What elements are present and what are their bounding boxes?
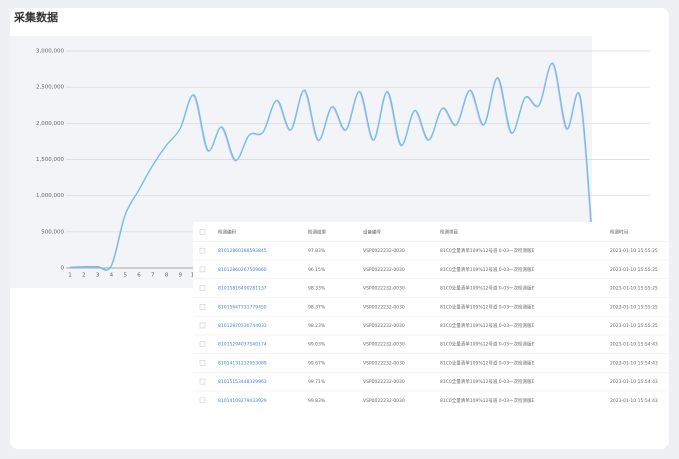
table: 检测编码 检测结果 设备编号 检测项目 检测时间 81012860388593845 97.… <box>193 222 669 408</box>
table-cell: 81015294037540174 <box>218 342 267 348</box>
column-header: 检测时间 <box>610 229 628 236</box>
x-tick-label: 8 <box>165 273 169 279</box>
y-tick-label: 1,000,000 <box>36 193 64 199</box>
table-cell: VSP0022232-0030 <box>363 398 405 404</box>
header-checkbox <box>199 229 206 235</box>
table-cell: 99.67% <box>308 360 326 366</box>
table-cell: 81015647731779450 <box>218 304 267 310</box>
table-cell: 81014109279433929 <box>218 398 267 404</box>
table-cell: 2023-01-10 15:54:43 <box>610 398 658 404</box>
table-cell: 81012860388593845 <box>218 248 267 254</box>
table-cell: 81C0全量清单109%12号道 0-03一次检测版E <box>440 303 534 310</box>
table-cell: 2023-01-10 15:54:43 <box>610 342 658 348</box>
table-cell: 99.71% <box>308 379 326 385</box>
column-header: 检测项目 <box>440 229 458 236</box>
table-cell: VSP0022232-0030 <box>363 304 405 310</box>
y-tick-label: 2,500,000 <box>36 85 64 91</box>
table-cell: 81012860267509660 <box>218 267 267 273</box>
y-tick-label: 3,000,000 <box>36 49 64 55</box>
x-tick-label: 7 <box>151 273 155 279</box>
series-line <box>69 62 595 271</box>
column-header: 检测编码 <box>218 229 236 236</box>
table-cell: 97.83% <box>308 248 326 254</box>
table-cell: 81C0全量清单109%12号道 0-03一次检测版E <box>440 359 534 366</box>
table-cell: 99.83% <box>308 398 326 404</box>
table-cell: 2023-01-10 15:54:43 <box>610 360 658 366</box>
column-header: 设备编号 <box>363 229 381 236</box>
table-cell: VSP0022232-0030 <box>363 342 405 348</box>
table-cell: VSP0022232-0030 <box>363 379 405 385</box>
table-panel <box>193 222 669 408</box>
row-checkbox[interactable] <box>199 341 206 348</box>
row-checkbox[interactable] <box>199 378 206 385</box>
table-cell: 81015153448329963 <box>218 379 267 385</box>
table-cell: 2023-01-10 15:54:43 <box>610 379 658 385</box>
x-tick-label: 6 <box>137 273 141 279</box>
table-cell: 81C0全量清单109%12号道 0-03一次检测版E <box>440 247 534 254</box>
column-header: 检测结果 <box>308 229 326 236</box>
table-cell: VSP0022232-0030 <box>363 323 405 329</box>
table-cell: 81C0全量清单109%12号道 0-03一次检测版E <box>440 266 534 273</box>
table-cell: 81C0全量清单109%12号道 0-03一次检测版E <box>440 397 534 404</box>
table-cell: 81014131232953089 <box>218 360 267 366</box>
row-checkbox[interactable] <box>199 247 206 254</box>
y-tick-label: 1,500,000 <box>36 157 64 163</box>
row-checkbox[interactable] <box>199 285 206 291</box>
page-title: 采集数据 <box>13 10 58 24</box>
x-tick-label: 5 <box>123 273 127 279</box>
table-cell: 81015816490281137 <box>218 286 267 292</box>
x-tick-label: 3 <box>96 273 100 279</box>
x-tick-label: 9 <box>179 273 183 279</box>
table-cell: 2023-01-10 15:55:25 <box>610 286 658 292</box>
table-cell: 2023-01-10 15:55:25 <box>610 267 658 273</box>
table-cell: 81C0全量清单109%12号道 0-03一次检测版E <box>440 378 534 385</box>
table-cell: 98.23% <box>308 323 326 329</box>
x-tick-label: 1 <box>68 273 72 279</box>
row-checkbox[interactable] <box>199 303 206 310</box>
table-cell: 98.37% <box>308 304 326 310</box>
row-checkbox[interactable] <box>199 360 206 366</box>
y-tick-label: 0 <box>61 266 65 272</box>
table-cell: VSP0022232-0030 <box>363 286 405 292</box>
table-cell: 2023-01-10 15:55:25 <box>610 248 658 254</box>
y-tick-label: 500,000 <box>41 229 64 235</box>
row-checkbox[interactable] <box>199 397 206 404</box>
table-cell: 98.33% <box>308 286 326 292</box>
row-checkbox[interactable] <box>199 322 206 329</box>
table-cell: 96.15% <box>308 267 326 273</box>
table-cell: VSP0022232-0030 <box>363 360 405 366</box>
table-cell: 2023-01-10 15:55:25 <box>610 304 658 310</box>
table-cell: VSP0022232-0030 <box>363 267 405 273</box>
table-cell: 99.03% <box>308 342 326 348</box>
table-cell: 81C0全量清单109%12号道 0-03一次检测版E <box>440 341 534 348</box>
x-tick-label: 4 <box>110 273 114 279</box>
table-cell: 81012870530744033 <box>218 323 267 329</box>
table-cell: 2023-01-10 15:55:25 <box>610 323 658 329</box>
y-tick-label: 2,000,000 <box>36 121 64 127</box>
table-cell: 81C0全量清单109%12号道 0-03一次检测版E <box>440 285 534 292</box>
row-checkbox[interactable] <box>199 266 206 273</box>
table-cell: VSP0022232-0030 <box>363 248 405 254</box>
table-cell: 81C0全量清单109%12号道 0-03一次检测版E <box>440 322 534 329</box>
x-tick-label: 2 <box>82 273 86 279</box>
